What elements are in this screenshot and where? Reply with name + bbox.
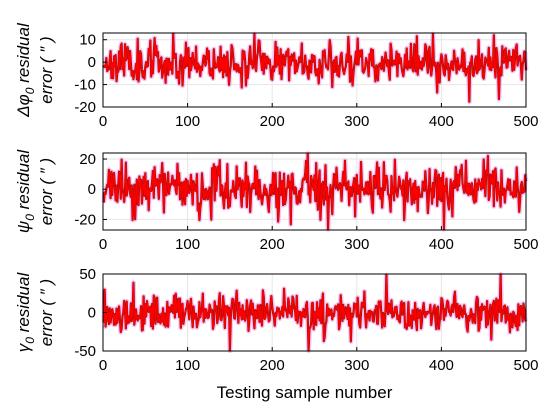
axes-frame: [102, 152, 527, 231]
y-tick-label: 50: [79, 266, 96, 283]
x-tick-label: 400: [429, 357, 454, 374]
y-axis-label: ψ0 residual: [14, 149, 37, 234]
series-line: [103, 33, 527, 103]
y-tick-label: -20: [74, 211, 96, 228]
y-tick-label: 0: [88, 305, 96, 322]
y-tick-label: -20: [74, 99, 96, 116]
x-tick-label: 400: [429, 236, 454, 253]
x-tick-label: 100: [175, 113, 200, 130]
x-tick-label: 300: [344, 113, 369, 130]
x-tick-label: 100: [175, 357, 200, 374]
series-line: [103, 153, 527, 230]
x-axis-label: Testing sample number: [217, 383, 393, 402]
x-tick-label: 200: [260, 113, 285, 130]
y-tick-label: -50: [74, 343, 96, 360]
axes-frame: [102, 32, 527, 108]
x-tick-label: 0: [99, 236, 107, 253]
y-tick-label: 0: [88, 54, 96, 71]
y-axis-label: γ0 residual: [14, 272, 37, 353]
y-axis-label: Δφ0 residual: [14, 22, 37, 118]
subplot-1: 0 100 200 300 400 500 -20 -10 0 10 Δφ0 residual err…: [14, 22, 539, 130]
y-axis-label-line2: error ( ″ ): [37, 158, 56, 225]
x-tick-label: 0: [99, 113, 107, 130]
y-tick-label: 0: [88, 181, 96, 198]
x-tick-label: 300: [344, 236, 369, 253]
x-tick-label: 100: [175, 236, 200, 253]
x-tick-label: 500: [513, 113, 538, 130]
x-tick-label: 400: [429, 113, 454, 130]
x-tick-label: 500: [513, 236, 538, 253]
x-tick-label: 300: [344, 357, 369, 374]
y-tick-label: -10: [74, 77, 96, 94]
x-tick-label: 500: [513, 357, 538, 374]
y-axis-label-line2: error ( ″ ): [37, 36, 56, 103]
x-tick-label: 200: [260, 357, 285, 374]
x-tick-label: 200: [260, 236, 285, 253]
y-tick-label: 10: [79, 32, 96, 49]
series-line: [103, 273, 527, 352]
y-axis-label-line2: error ( ″ ): [37, 279, 56, 346]
x-tick-label: 0: [99, 357, 107, 374]
y-tick-label: 20: [79, 151, 96, 168]
